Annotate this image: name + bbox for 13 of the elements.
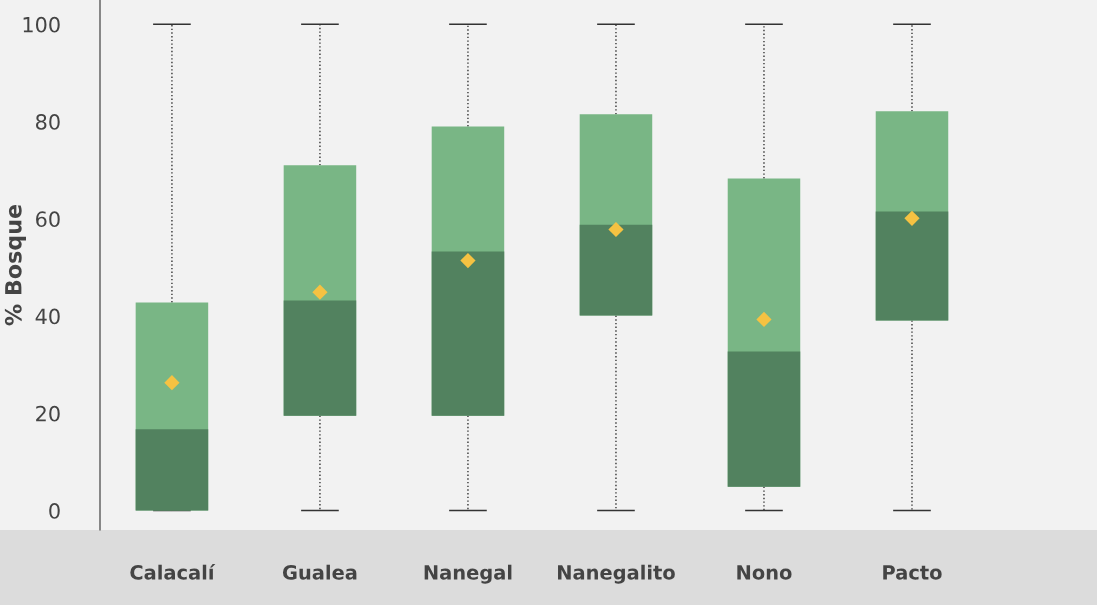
y-tick-label: 60 bbox=[36, 211, 60, 228]
x-tick-label: Nanegalito bbox=[558, 564, 675, 584]
x-tick-label: Pacto bbox=[883, 565, 942, 580]
y-tick-label: 100 bbox=[23, 16, 60, 33]
x-tick-label: Calacalí bbox=[130, 563, 216, 580]
y-tick-label: 0 bbox=[49, 503, 60, 519]
x-tick-label: Nono bbox=[737, 565, 792, 580]
y-tick-label: 80 bbox=[36, 114, 60, 130]
y-tick-label: 20 bbox=[36, 405, 60, 422]
x-tick-label: Gualea bbox=[282, 564, 357, 580]
y-tick-label: 40 bbox=[35, 308, 60, 325]
x-tick-label: Nanegal bbox=[424, 564, 512, 584]
y-axis-title: % Bosque bbox=[4, 204, 26, 326]
